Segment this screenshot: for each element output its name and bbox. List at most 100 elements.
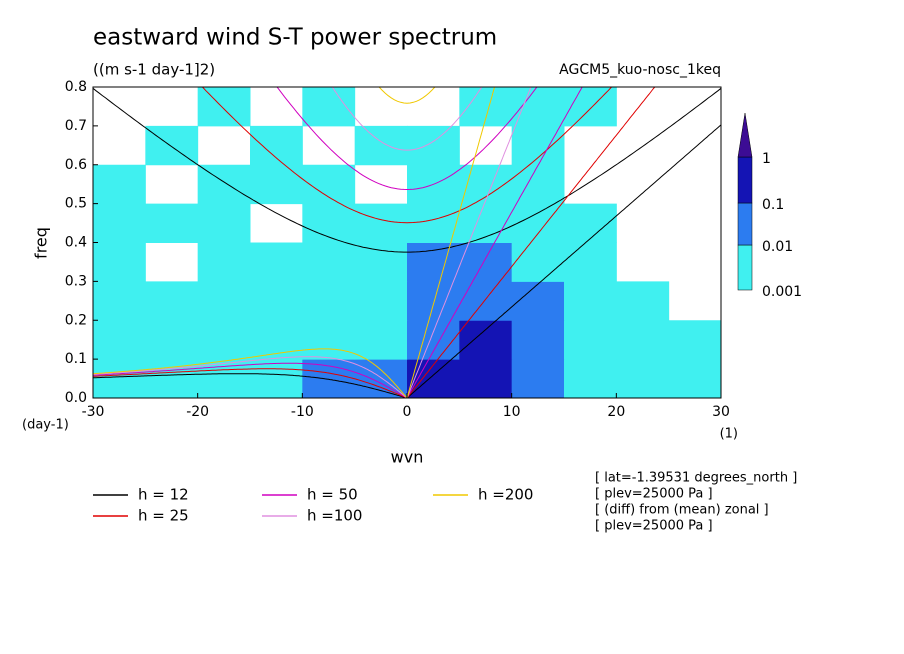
spectrum-cell [93, 203, 146, 243]
dispersion-curve [406, 87, 532, 398]
spectrum-cell [616, 281, 670, 321]
dispersion-curve [406, 87, 583, 398]
dispersion-curve [201, 87, 613, 224]
spectrum-cell [354, 320, 408, 360]
spectrum-cell [145, 203, 199, 243]
dispersion-curve [276, 87, 538, 191]
spectrum-cell [407, 320, 460, 360]
spectrum-cell [302, 320, 356, 360]
dispersion-curve [378, 87, 436, 104]
spectrum-cell [93, 281, 146, 321]
dispersion-curve [93, 368, 408, 398]
colorbar-box [737, 202, 753, 246]
spectrum-cell [564, 203, 617, 243]
spectrum-cell [302, 242, 356, 282]
y-axis-label: freq [32, 227, 51, 259]
spectrum-cell [564, 87, 617, 127]
colorbar-label: 1 [762, 151, 771, 167]
dispersion-curve [406, 87, 656, 398]
spectrum-cell [459, 87, 513, 127]
spectrum-cell [197, 203, 251, 243]
spectrum-cell [407, 281, 460, 321]
spectrum-cell [354, 203, 408, 243]
x-tick-label: 30 [712, 404, 730, 420]
spectrum-cell [511, 281, 565, 321]
dispersion-curve [93, 356, 408, 398]
colorbar-label: 0.1 [762, 197, 784, 213]
spectrum-cell [459, 281, 513, 321]
x-tick-label: 20 [607, 404, 625, 420]
y-tick-label: 0.4 [65, 235, 87, 251]
subtitle: ((m s-1 day-1]2) [93, 61, 215, 79]
colorbar-box [737, 244, 753, 291]
spectrum-cell [93, 320, 146, 360]
legend-label: h =100 [307, 507, 362, 525]
dispersion-curve [406, 124, 721, 398]
spectrum-cell [511, 164, 565, 205]
spectrum-cell [302, 281, 356, 321]
colorbar-extension [737, 112, 753, 158]
spectrum-cell [302, 359, 356, 398]
legend-label: h = 12 [138, 486, 189, 504]
spectrum-cell [616, 359, 670, 398]
spectrum-cell [564, 281, 617, 321]
spectrum-cell [354, 242, 408, 282]
legend-label: h =200 [478, 486, 533, 504]
spectrum-cell [197, 242, 251, 282]
spectrum-cell [197, 164, 251, 205]
x-tick-label: -30 [82, 404, 105, 420]
dispersion-curve [331, 87, 483, 151]
spectrum-cell [354, 359, 408, 398]
spectrum-cell [354, 125, 408, 166]
spectrum-cell [250, 164, 303, 205]
spectrum-cell [668, 359, 721, 398]
spectrum-cell [407, 125, 460, 166]
spectrum-cell [616, 320, 670, 360]
spectrum-cell [668, 320, 721, 360]
spectrum-cell [459, 320, 513, 360]
legend-label: h = 50 [307, 486, 358, 504]
spectrum-cell [250, 125, 303, 166]
x-tick-label: -20 [186, 404, 209, 420]
spectrum-cell [407, 203, 460, 243]
dispersion-curve [93, 87, 721, 253]
legend-label: h = 25 [138, 507, 189, 525]
annotation: [ plev=25000 Pa ] [595, 519, 713, 534]
dispersion-curve [93, 373, 408, 398]
spectrum-cell [93, 359, 146, 398]
y-tick-label: 0.1 [65, 351, 87, 367]
spectrum-cell [197, 87, 251, 127]
spectrum-cell [197, 281, 251, 321]
spectrum-cell [145, 320, 199, 360]
y-tick-label: 0.0 [65, 390, 87, 406]
spectrum-cell [93, 242, 146, 282]
spectrum-cell [407, 242, 460, 282]
spectrum-cell [302, 87, 356, 127]
dispersion-curve [406, 87, 496, 398]
x-axis-label: wvn [391, 448, 424, 467]
spectrum-cell [302, 203, 356, 243]
spectrum-cell [145, 281, 199, 321]
spectrum-cell [511, 320, 565, 360]
colorbar-box [737, 156, 753, 204]
spectrum-cell [250, 359, 303, 398]
spectrum-cell [93, 164, 146, 205]
chart-title: eastward wind S-T power spectrum [93, 25, 497, 51]
annotation: [ (diff) from (mean) zonal ] [595, 503, 769, 518]
spectrum-cell [459, 359, 513, 398]
spectrum-cell [511, 242, 565, 282]
spectrum-cell [250, 281, 303, 321]
dataset-label: AGCM5_kuo-nosc_1keq [559, 62, 721, 78]
spectrum-cell [354, 281, 408, 321]
dispersion-curve [93, 362, 408, 398]
y-unit: (day-1) [22, 418, 69, 433]
y-tick-label: 0.3 [65, 273, 87, 289]
dispersion-curves [93, 87, 721, 398]
annotation: [ plev=25000 Pa ] [595, 487, 713, 502]
y-tick-label: 0.5 [65, 196, 87, 212]
spectrum-field [93, 87, 721, 398]
spectrum-cell [511, 203, 565, 243]
colorbar-label: 0.01 [762, 239, 793, 255]
spectrum-cell [250, 242, 303, 282]
